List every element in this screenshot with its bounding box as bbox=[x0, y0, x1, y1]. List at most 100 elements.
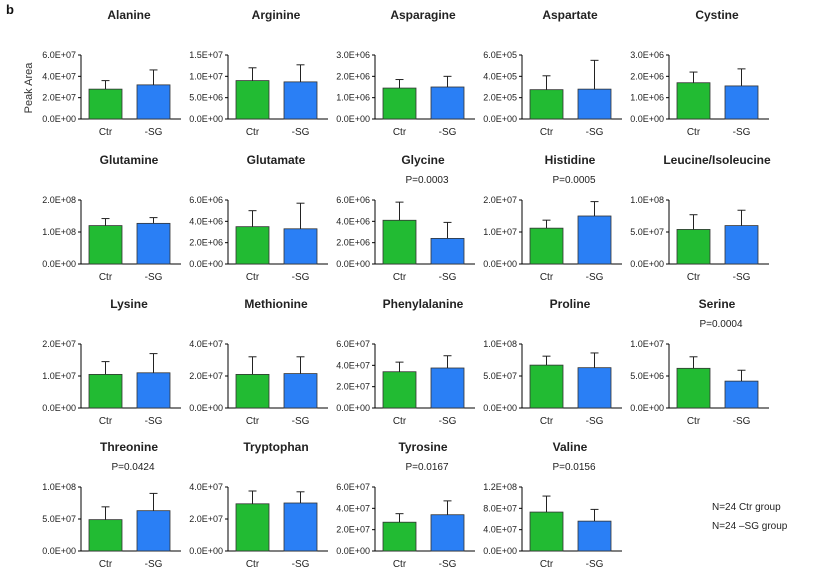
proline-category-label-sg: -SG bbox=[586, 416, 604, 427]
lysine-tick-label: 2.0E+07 bbox=[42, 339, 76, 349]
cystine-category-label-ctr: Ctr bbox=[687, 127, 701, 138]
tyrosine-tick-label: 2.0E+07 bbox=[336, 525, 370, 535]
phenylalanine-tick-label: 2.0E+07 bbox=[336, 382, 370, 392]
arginine-category-label-sg: -SG bbox=[292, 127, 310, 138]
phenylalanine-category-label-sg: -SG bbox=[439, 416, 457, 427]
methionine-category-label-ctr: Ctr bbox=[246, 416, 260, 427]
cystine-title: Cystine bbox=[695, 8, 739, 22]
aspartate-title: Aspartate bbox=[542, 8, 598, 22]
methionine-category-label-sg: -SG bbox=[292, 416, 310, 427]
threonine-tick-label: 1.0E+08 bbox=[42, 482, 76, 492]
panel-label: b bbox=[6, 2, 14, 17]
alanine-tick-label: 4.0E+07 bbox=[42, 71, 76, 81]
leucine-isoleucine-bar-ctr bbox=[676, 229, 711, 265]
cystine-bar-sg bbox=[724, 85, 759, 120]
glutamine-tick-label: 1.0E+08 bbox=[42, 227, 76, 237]
tyrosine-tick-label: 4.0E+07 bbox=[336, 503, 370, 513]
cystine-tick-label: 3.0E+06 bbox=[630, 50, 664, 60]
leucine-isoleucine-tick-label: 0.0E+00 bbox=[630, 259, 664, 269]
serine-title: Serine bbox=[699, 297, 736, 311]
lysine-tick-label: 0.0E+00 bbox=[42, 403, 76, 413]
glycine-pvalue: P=0.0003 bbox=[405, 175, 449, 186]
leucine-isoleucine-tick-label: 5.0E+07 bbox=[630, 227, 664, 237]
phenylalanine-tick-label: 0.0E+00 bbox=[336, 403, 370, 413]
proline-category-label-ctr: Ctr bbox=[540, 416, 554, 427]
alanine-category-label-sg: -SG bbox=[145, 127, 163, 138]
tryptophan-title: Tryptophan bbox=[243, 440, 308, 454]
phenylalanine-title: Phenylalanine bbox=[383, 297, 464, 311]
histidine-tick-label: 1.0E+07 bbox=[483, 227, 517, 237]
tryptophan-tick-label: 4.0E+07 bbox=[189, 482, 223, 492]
histidine-tick-label: 2.0E+07 bbox=[483, 195, 517, 205]
histidine-tick-label: 0.0E+00 bbox=[483, 259, 517, 269]
valine-pvalue: P=0.0156 bbox=[552, 462, 596, 473]
threonine-bar-ctr bbox=[88, 519, 123, 552]
tyrosine-pvalue: P=0.0167 bbox=[405, 462, 449, 473]
glycine-title: Glycine bbox=[401, 153, 445, 167]
arginine-category-label-ctr: Ctr bbox=[246, 127, 260, 138]
histidine-category-label-ctr: Ctr bbox=[540, 272, 554, 283]
methionine-tick-label: 4.0E+07 bbox=[189, 339, 223, 349]
aspartate-tick-label: 0.0E+00 bbox=[483, 114, 517, 124]
phenylalanine-category-label-ctr: Ctr bbox=[393, 416, 407, 427]
lysine-tick-label: 1.0E+07 bbox=[42, 371, 76, 381]
valine-bar-ctr bbox=[529, 511, 564, 552]
asparagine-tick-label: 2.0E+06 bbox=[336, 71, 370, 81]
glycine-bar-sg bbox=[430, 237, 465, 265]
phenylalanine-tick-label: 4.0E+07 bbox=[336, 360, 370, 370]
lysine-category-label-sg: -SG bbox=[145, 416, 163, 427]
alanine-bar-ctr bbox=[88, 88, 123, 120]
aspartate-bar-ctr bbox=[529, 89, 564, 120]
note-line-sg: N=24 –SG group bbox=[712, 521, 788, 532]
histidine-pvalue: P=0.0005 bbox=[552, 175, 596, 186]
lysine-bar-sg bbox=[136, 372, 171, 409]
glutamine-title: Glutamine bbox=[100, 153, 159, 167]
cystine-tick-label: 1.0E+06 bbox=[630, 93, 664, 103]
glutamate-tick-label: 0.0E+00 bbox=[189, 259, 223, 269]
glutamate-category-label-ctr: Ctr bbox=[246, 272, 260, 283]
asparagine-bar-sg bbox=[430, 86, 465, 120]
tyrosine-category-label-ctr: Ctr bbox=[393, 559, 407, 570]
serine-tick-label: 5.0E+06 bbox=[630, 371, 664, 381]
glycine-tick-label: 4.0E+06 bbox=[336, 216, 370, 226]
arginine-tick-label: 5.0E+06 bbox=[189, 93, 223, 103]
alanine-tick-label: 2.0E+07 bbox=[42, 93, 76, 103]
asparagine-tick-label: 1.0E+06 bbox=[336, 93, 370, 103]
valine-tick-label: 8.0E+07 bbox=[483, 503, 517, 513]
glycine-tick-label: 6.0E+06 bbox=[336, 195, 370, 205]
glycine-tick-label: 2.0E+06 bbox=[336, 238, 370, 248]
leucine-isoleucine-bar-sg bbox=[724, 225, 759, 265]
aspartate-tick-label: 4.0E+05 bbox=[483, 71, 517, 81]
serine-tick-label: 1.0E+07 bbox=[630, 339, 664, 349]
asparagine-title: Asparagine bbox=[390, 8, 456, 22]
cystine-category-label-sg: -SG bbox=[733, 127, 751, 138]
leucine-isoleucine-tick-label: 1.0E+08 bbox=[630, 195, 664, 205]
cystine-tick-label: 2.0E+06 bbox=[630, 71, 664, 81]
asparagine-bar-ctr bbox=[382, 87, 417, 120]
aspartate-category-label-ctr: Ctr bbox=[540, 127, 554, 138]
asparagine-category-label-ctr: Ctr bbox=[393, 127, 407, 138]
lysine-category-label-ctr: Ctr bbox=[99, 416, 113, 427]
sample-size-note: N=24 Ctr group N=24 –SG group bbox=[712, 498, 787, 536]
glutamine-tick-label: 0.0E+00 bbox=[42, 259, 76, 269]
tryptophan-tick-label: 0.0E+00 bbox=[189, 546, 223, 556]
tyrosine-title: Tyrosine bbox=[398, 440, 447, 454]
glycine-tick-label: 0.0E+00 bbox=[336, 259, 370, 269]
leucine-isoleucine-title: Leucine/Isoleucine bbox=[663, 153, 771, 167]
valine-category-label-sg: -SG bbox=[586, 559, 604, 570]
threonine-category-label-ctr: Ctr bbox=[99, 559, 113, 570]
arginine-title: Arginine bbox=[252, 8, 301, 22]
serine-tick-label: 0.0E+00 bbox=[630, 403, 664, 413]
serine-bar-ctr bbox=[676, 367, 711, 409]
glutamate-tick-label: 4.0E+06 bbox=[189, 216, 223, 226]
proline-tick-label: 0.0E+00 bbox=[483, 403, 517, 413]
leucine-isoleucine-category-label-sg: -SG bbox=[733, 272, 751, 283]
glutamate-tick-label: 6.0E+06 bbox=[189, 195, 223, 205]
aspartate-tick-label: 2.0E+05 bbox=[483, 93, 517, 103]
arginine-bar-sg bbox=[283, 81, 318, 120]
methionine-bar-ctr bbox=[235, 373, 270, 409]
valine-tick-label: 1.2E+08 bbox=[483, 482, 517, 492]
glycine-bar-ctr bbox=[382, 219, 417, 265]
asparagine-tick-label: 3.0E+06 bbox=[336, 50, 370, 60]
